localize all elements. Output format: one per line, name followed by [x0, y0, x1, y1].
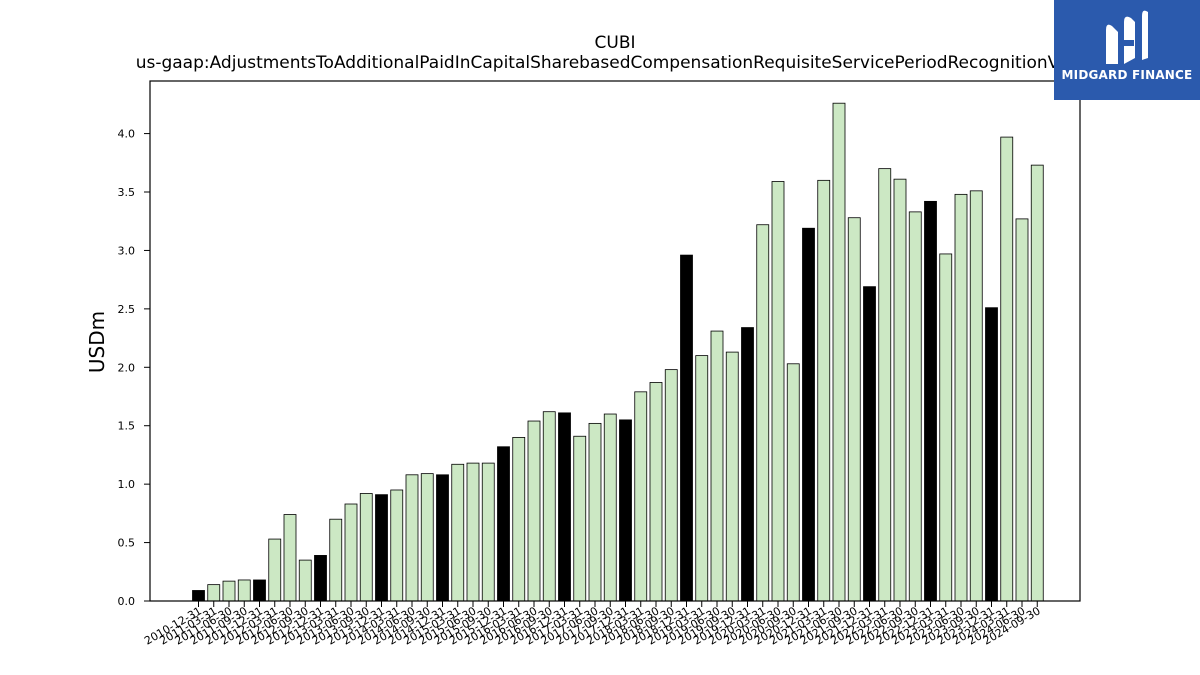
y-axis: 0.0 0.5 1.0 1.5 2.0 2.5 3.0 3.5 4.0 — [118, 128, 150, 608]
bar-2020-03-31 — [756, 224, 770, 602]
bar-2018-12-31 — [680, 254, 693, 602]
bar-2022-06-30 — [893, 178, 907, 602]
y-tick-label: 3.5 — [118, 186, 136, 199]
bar-2012-06-30 — [283, 514, 297, 602]
bar-2011-03-31 — [207, 584, 221, 602]
bar-2021-03-31 — [817, 179, 831, 602]
y-tick-label: 4.0 — [118, 128, 136, 141]
y-tick-label: 1.0 — [118, 478, 136, 491]
bar-2017-06-30 — [588, 422, 602, 602]
bar-2013-06-30 — [344, 503, 358, 602]
bar-2016-06-30 — [527, 420, 541, 602]
bar-2020-09-30 — [786, 363, 800, 602]
bar-2014-12-31 — [436, 474, 449, 602]
bar-2015-03-31 — [451, 463, 465, 602]
bar-2017-09-30 — [603, 413, 617, 602]
bar-2013-09-30 — [359, 493, 373, 602]
bar-2015-09-30 — [481, 462, 495, 602]
bar-2019-06-30 — [710, 330, 724, 602]
y-axis-label: USDm — [85, 311, 109, 373]
chart-subtitle: us-gaap:AdjustmentsToAdditionalPaidInCap… — [136, 53, 1095, 73]
bar-2010-12-31 — [192, 590, 205, 602]
bar-2012-09-30 — [298, 559, 312, 602]
bar-2021-12-31 — [863, 286, 876, 602]
bar-2023-06-30 — [954, 193, 968, 602]
bar-2011-12-31 — [253, 579, 266, 602]
y-tick-label: 1.5 — [118, 420, 136, 433]
bar-2011-09-30 — [237, 579, 251, 602]
y-tick-label: 3.0 — [118, 244, 136, 257]
bar-2022-09-30 — [908, 211, 922, 602]
y-tick-label: 2.0 — [118, 361, 136, 374]
bar-2024-06-30 — [1015, 218, 1029, 602]
bar-2013-03-31 — [329, 518, 343, 602]
bar-2020-06-30 — [771, 181, 785, 602]
bar-2017-12-31 — [619, 419, 632, 602]
y-tick-label: 0.0 — [118, 595, 136, 608]
brand-name: MIDGARD FINANCE — [1061, 68, 1193, 82]
brand-logo: MIDGARD FINANCE — [1054, 0, 1200, 100]
bar-2014-03-31 — [390, 489, 404, 602]
bar-2014-09-30 — [420, 473, 434, 602]
bar-2018-06-30 — [649, 382, 663, 602]
bar-2014-06-30 — [405, 474, 419, 602]
bar-2017-03-31 — [573, 435, 587, 602]
bar-2013-12-31 — [375, 494, 388, 602]
bar-2021-09-30 — [847, 217, 861, 602]
bar-2016-03-31 — [512, 436, 526, 602]
bar-2023-09-30 — [969, 190, 983, 602]
bar-2023-03-31 — [939, 253, 953, 602]
bar-2015-06-30 — [466, 462, 480, 602]
bar-2018-09-30 — [664, 369, 678, 602]
bar-2022-03-31 — [878, 168, 892, 602]
bar-2012-12-31 — [314, 555, 327, 602]
bar-2012-03-31 — [268, 538, 282, 602]
midgard-m-logo-icon — [1106, 10, 1148, 65]
bars-group — [192, 102, 1044, 602]
bar-2022-12-31 — [924, 200, 937, 602]
y-tick-label: 2.5 — [118, 303, 136, 316]
bar-2019-09-30 — [725, 351, 739, 602]
bar-2024-09-30 — [1030, 164, 1044, 602]
bar-2015-12-31 — [497, 446, 510, 602]
bar-2021-06-30 — [832, 102, 846, 602]
bar-2018-03-31 — [634, 391, 648, 602]
plot-frame — [149, 80, 1081, 602]
bar-2019-12-31 — [741, 327, 754, 602]
bar-2016-09-30 — [542, 411, 556, 602]
bar-2024-03-31 — [1000, 136, 1014, 602]
y-tick-label: 0.5 — [118, 537, 136, 550]
bar-2011-06-30 — [222, 580, 236, 602]
bar-2016-12-31 — [558, 412, 571, 602]
chart-title: CUBI — [595, 33, 636, 53]
bar-2019-03-31 — [695, 355, 709, 602]
x-axis: 2010-12-312011-03-312011-06-302011-09-30… — [142, 601, 1043, 648]
bar-2020-12-31 — [802, 227, 815, 602]
bar-2023-12-31 — [985, 307, 998, 602]
